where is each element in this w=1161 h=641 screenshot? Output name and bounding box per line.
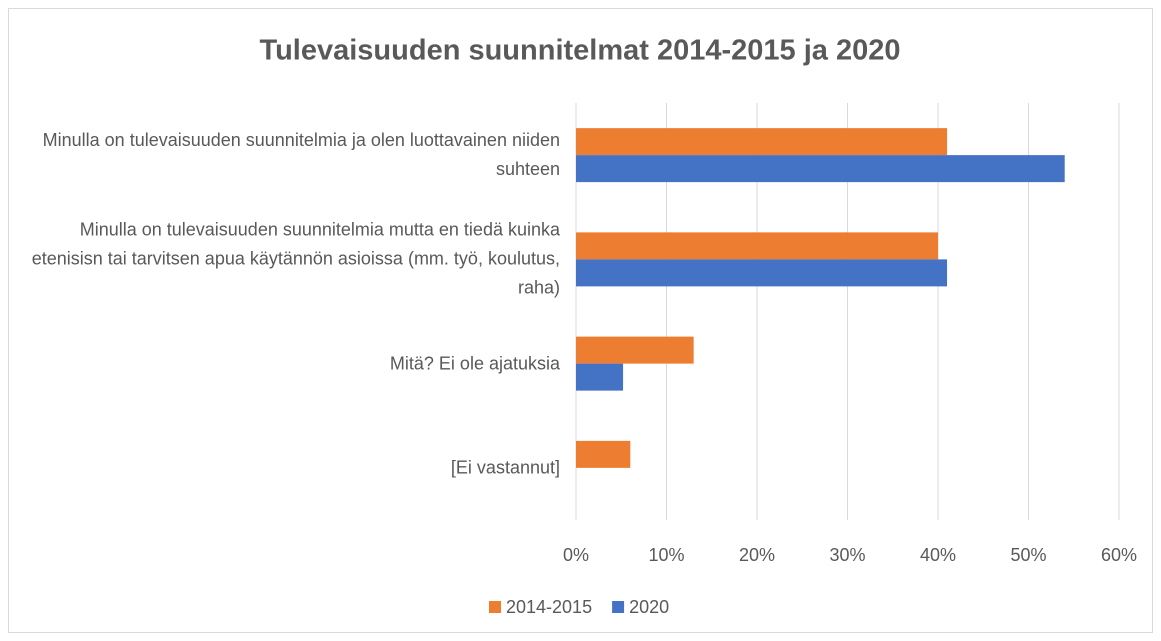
legend-swatch [612, 601, 625, 613]
x-tick-label: 20% [739, 545, 775, 565]
chart-border [8, 8, 1153, 633]
x-tick-label: 50% [1010, 545, 1046, 565]
x-tick-label: 0% [563, 545, 589, 565]
x-tick-label: 60% [1101, 545, 1137, 565]
bar [576, 440, 631, 468]
chart-title: Tulevaisuuden suunnitelmat 2014-2015 ja … [260, 35, 901, 67]
bar [576, 259, 948, 287]
legend-swatch [489, 601, 501, 613]
bar [576, 232, 938, 260]
x-tick-label: 10% [648, 545, 684, 565]
bar [576, 336, 694, 364]
category-label: Minulla on tulevaisuuden suunnitelmia mu… [31, 219, 560, 298]
category-label: Minulla on tulevaisuuden suunnitelmia ja… [42, 130, 560, 180]
category-label: Mitä? Ei ole ajatuksia [389, 353, 560, 374]
category-label: [Ei vastannut] [450, 457, 560, 478]
bar [576, 155, 1065, 183]
bar [576, 128, 948, 156]
x-tick-label: 30% [829, 545, 865, 565]
x-tick-label: 40% [920, 545, 956, 565]
legend-label: 2014-2015 [506, 597, 592, 617]
bar [576, 363, 624, 391]
legend-label: 2020 [629, 597, 669, 617]
